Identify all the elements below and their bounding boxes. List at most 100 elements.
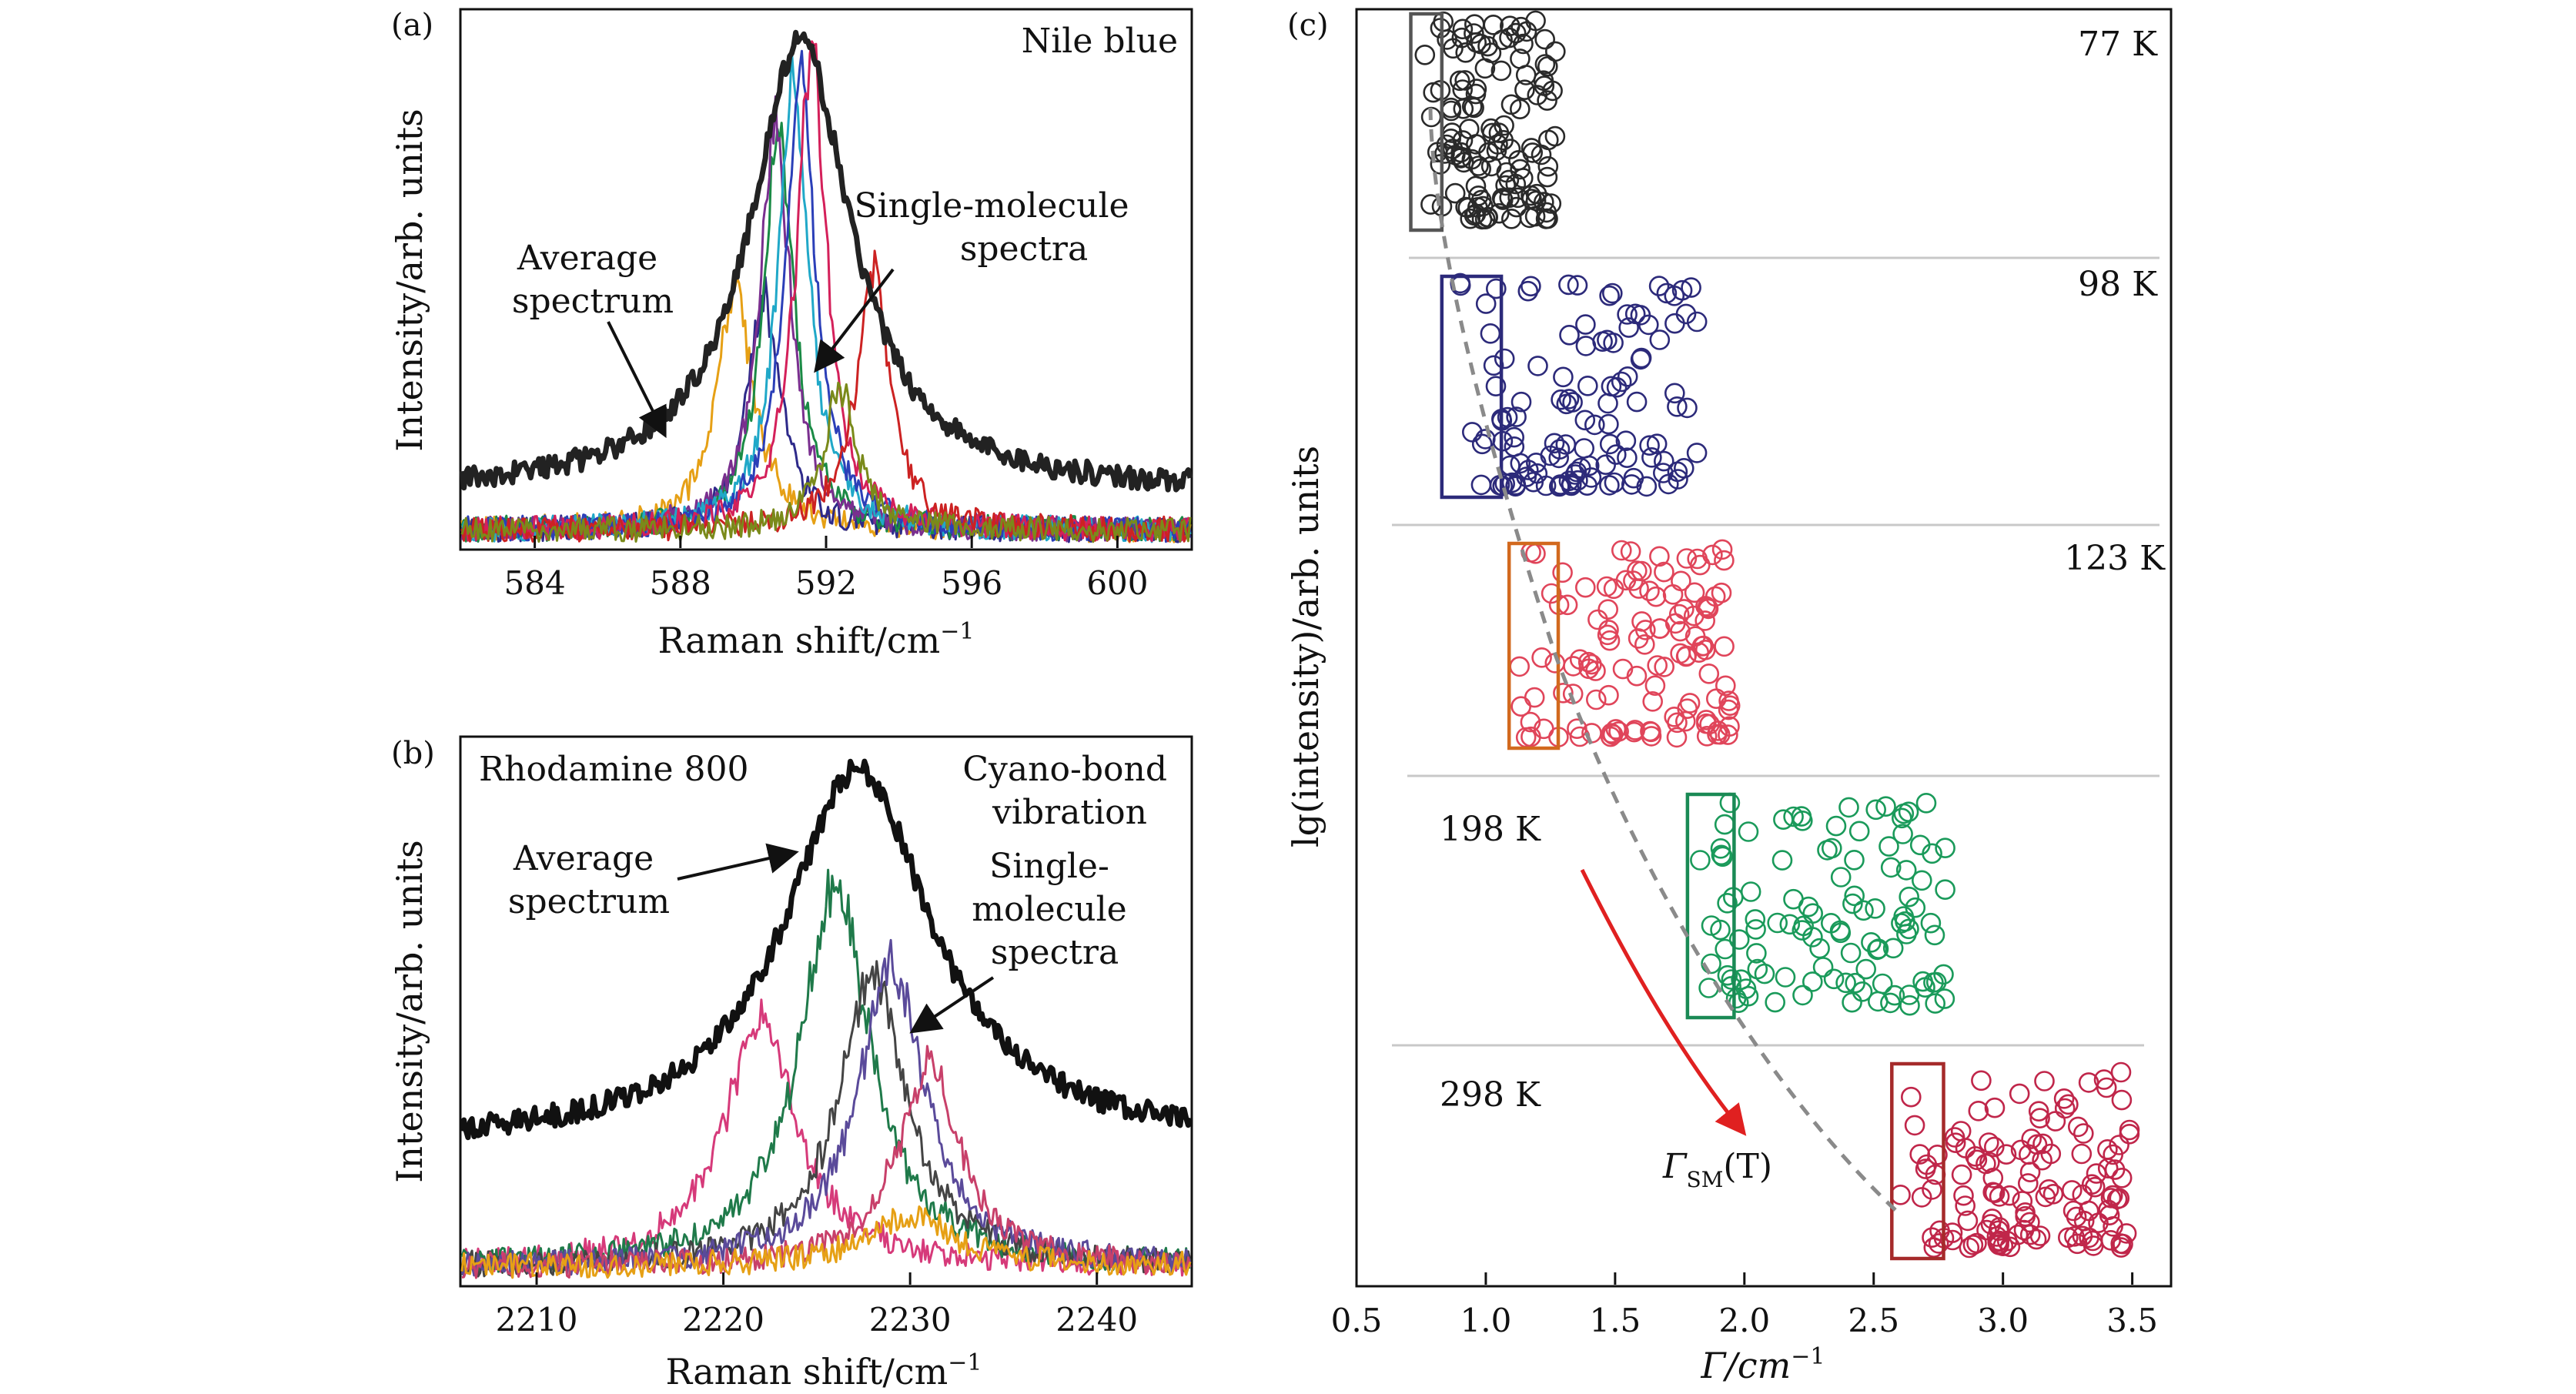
- panel-b-average-label-line-1: Average: [513, 839, 654, 878]
- panel-a-average-label: Average spectrum: [512, 239, 674, 321]
- scatter-point: [1450, 148, 1471, 169]
- scatter-point: [1468, 155, 1489, 176]
- scatter-point: [1473, 196, 1494, 217]
- scatter-point: [1537, 166, 1558, 188]
- panel-b-y-axis-label: Intensity/arb. units: [389, 840, 430, 1183]
- x-tick-label: 600: [1086, 564, 1148, 602]
- scatter-point: [1915, 793, 1937, 814]
- scatter-point: [1551, 475, 1571, 496]
- panel-a-x-axis-label-sup: −1: [940, 618, 974, 645]
- scatter-point: [1470, 474, 1492, 496]
- scatter-point: [1521, 138, 1542, 159]
- scatter-point: [1905, 897, 1926, 918]
- scatter-point: [1892, 824, 1913, 844]
- scatter-point: [1976, 1219, 1997, 1241]
- scatter-point: [1719, 792, 1741, 814]
- scatter-point: [1746, 943, 1767, 964]
- scatter-point: [1480, 323, 1501, 344]
- scatter-point: [1577, 375, 1598, 396]
- scatter-point: [2079, 1227, 2099, 1249]
- scatter-point: [1670, 643, 1691, 664]
- scatter-point: [1525, 190, 1547, 212]
- scatter-point: [1642, 690, 1663, 712]
- scatter-point: [1567, 718, 1587, 740]
- scatter-point: [2018, 1173, 2039, 1194]
- scatter-point: [2021, 1128, 2042, 1149]
- scatter-point: [1578, 455, 1600, 476]
- scatter-point: [1443, 38, 1464, 59]
- scatter-point: [1792, 811, 1813, 831]
- highlight-box: [1685, 792, 1736, 1020]
- scatter-point: [1989, 1186, 2010, 1207]
- scatter-point: [1671, 570, 1691, 592]
- scatter-point: [1627, 560, 1648, 581]
- scatter-point: [1524, 687, 1545, 708]
- average-spectrum-line: [459, 29, 1193, 493]
- panel-b-x-ticks: 2210 2220 2230 2240: [496, 1272, 1138, 1339]
- temp-label-98k: 98 K: [2078, 265, 2158, 304]
- scatter-point: [1631, 611, 1652, 632]
- single-molecule-spectrum-line: [460, 1205, 1192, 1279]
- scatter-point: [1984, 1097, 2006, 1118]
- x-tick-label: 1.0: [1460, 1302, 1512, 1339]
- highlight-box: [1890, 1061, 1945, 1261]
- panel-b: 2210 2220 2230 2240 (b) Rhodamine 800 Cyano…: [389, 735, 1193, 1392]
- scatter-point: [1574, 438, 1594, 459]
- scatter-point: [1765, 991, 1785, 1013]
- scatter-point: [1494, 348, 1515, 369]
- scatter-point: [1606, 444, 1627, 465]
- scatter-point: [1464, 97, 1484, 119]
- scatter-point: [1925, 993, 1945, 1014]
- scatter-point: [1584, 414, 1605, 436]
- temp-label-198k: 198 K: [1440, 810, 1541, 849]
- scatter-point: [1668, 603, 1690, 625]
- x-tick-label: 2.0: [1718, 1302, 1770, 1339]
- scatter-point: [1524, 206, 1546, 227]
- scatter-point: [1711, 844, 1732, 866]
- scatter-point: [1649, 329, 1671, 350]
- scatter-point: [1566, 461, 1587, 483]
- scatter-point: [1505, 22, 1527, 44]
- scatter-point: [1687, 548, 1708, 570]
- scatter-point: [1527, 356, 1548, 376]
- panel-c-group-separators: [1392, 256, 2159, 1047]
- scatter-point: [1686, 311, 1708, 333]
- scatter-point: [1882, 938, 1904, 959]
- scatter-point: [1486, 140, 1507, 161]
- panel-b-spectra: [459, 758, 1193, 1279]
- scatter-point: [2106, 1188, 2128, 1210]
- scatter-point: [1842, 893, 1863, 914]
- scatter-point: [1792, 984, 1813, 1006]
- scatter-point: [1617, 304, 1638, 325]
- scatter-point: [1979, 1132, 1999, 1153]
- scatter-point: [1923, 972, 1944, 993]
- panel-b-x-axis-label-main: Raman shift/cm: [666, 1351, 948, 1392]
- scatter-point: [1896, 924, 1917, 944]
- scatter-point: [1817, 840, 1838, 861]
- scatter-point: [1701, 953, 1721, 974]
- scatter-point: [1615, 430, 1637, 452]
- scatter-point: [1935, 879, 1955, 900]
- scatter-point: [1852, 981, 1873, 1002]
- scatter-point: [1686, 443, 1708, 463]
- scatter-point: [1878, 836, 1899, 857]
- scatter-point: [1696, 725, 1718, 747]
- panel-c-x-axis-label-main: Γ/cm: [1700, 1345, 1791, 1386]
- scatter-point: [2026, 1229, 2047, 1250]
- scatter-point: [1668, 469, 1688, 490]
- scatter-point: [2045, 1111, 2066, 1132]
- scatter-point: [2062, 1180, 2083, 1201]
- scatter-point: [2015, 1205, 2036, 1227]
- scatter-point: [1596, 576, 1618, 597]
- scatter-point: [1608, 721, 1629, 742]
- scatter-point: [1490, 60, 1512, 82]
- scatter-point: [1745, 919, 1766, 940]
- scatter-point: [1414, 45, 1436, 65]
- scatter-point: [1537, 90, 1557, 111]
- scatter-point: [1988, 1234, 2009, 1255]
- scatter-point: [1714, 814, 1735, 835]
- scatter-point: [1934, 988, 1955, 1009]
- panel-b-single-label-line-1: Single-: [989, 847, 1109, 886]
- scatter-point: [1552, 562, 1573, 583]
- scatter-point: [1838, 797, 1859, 818]
